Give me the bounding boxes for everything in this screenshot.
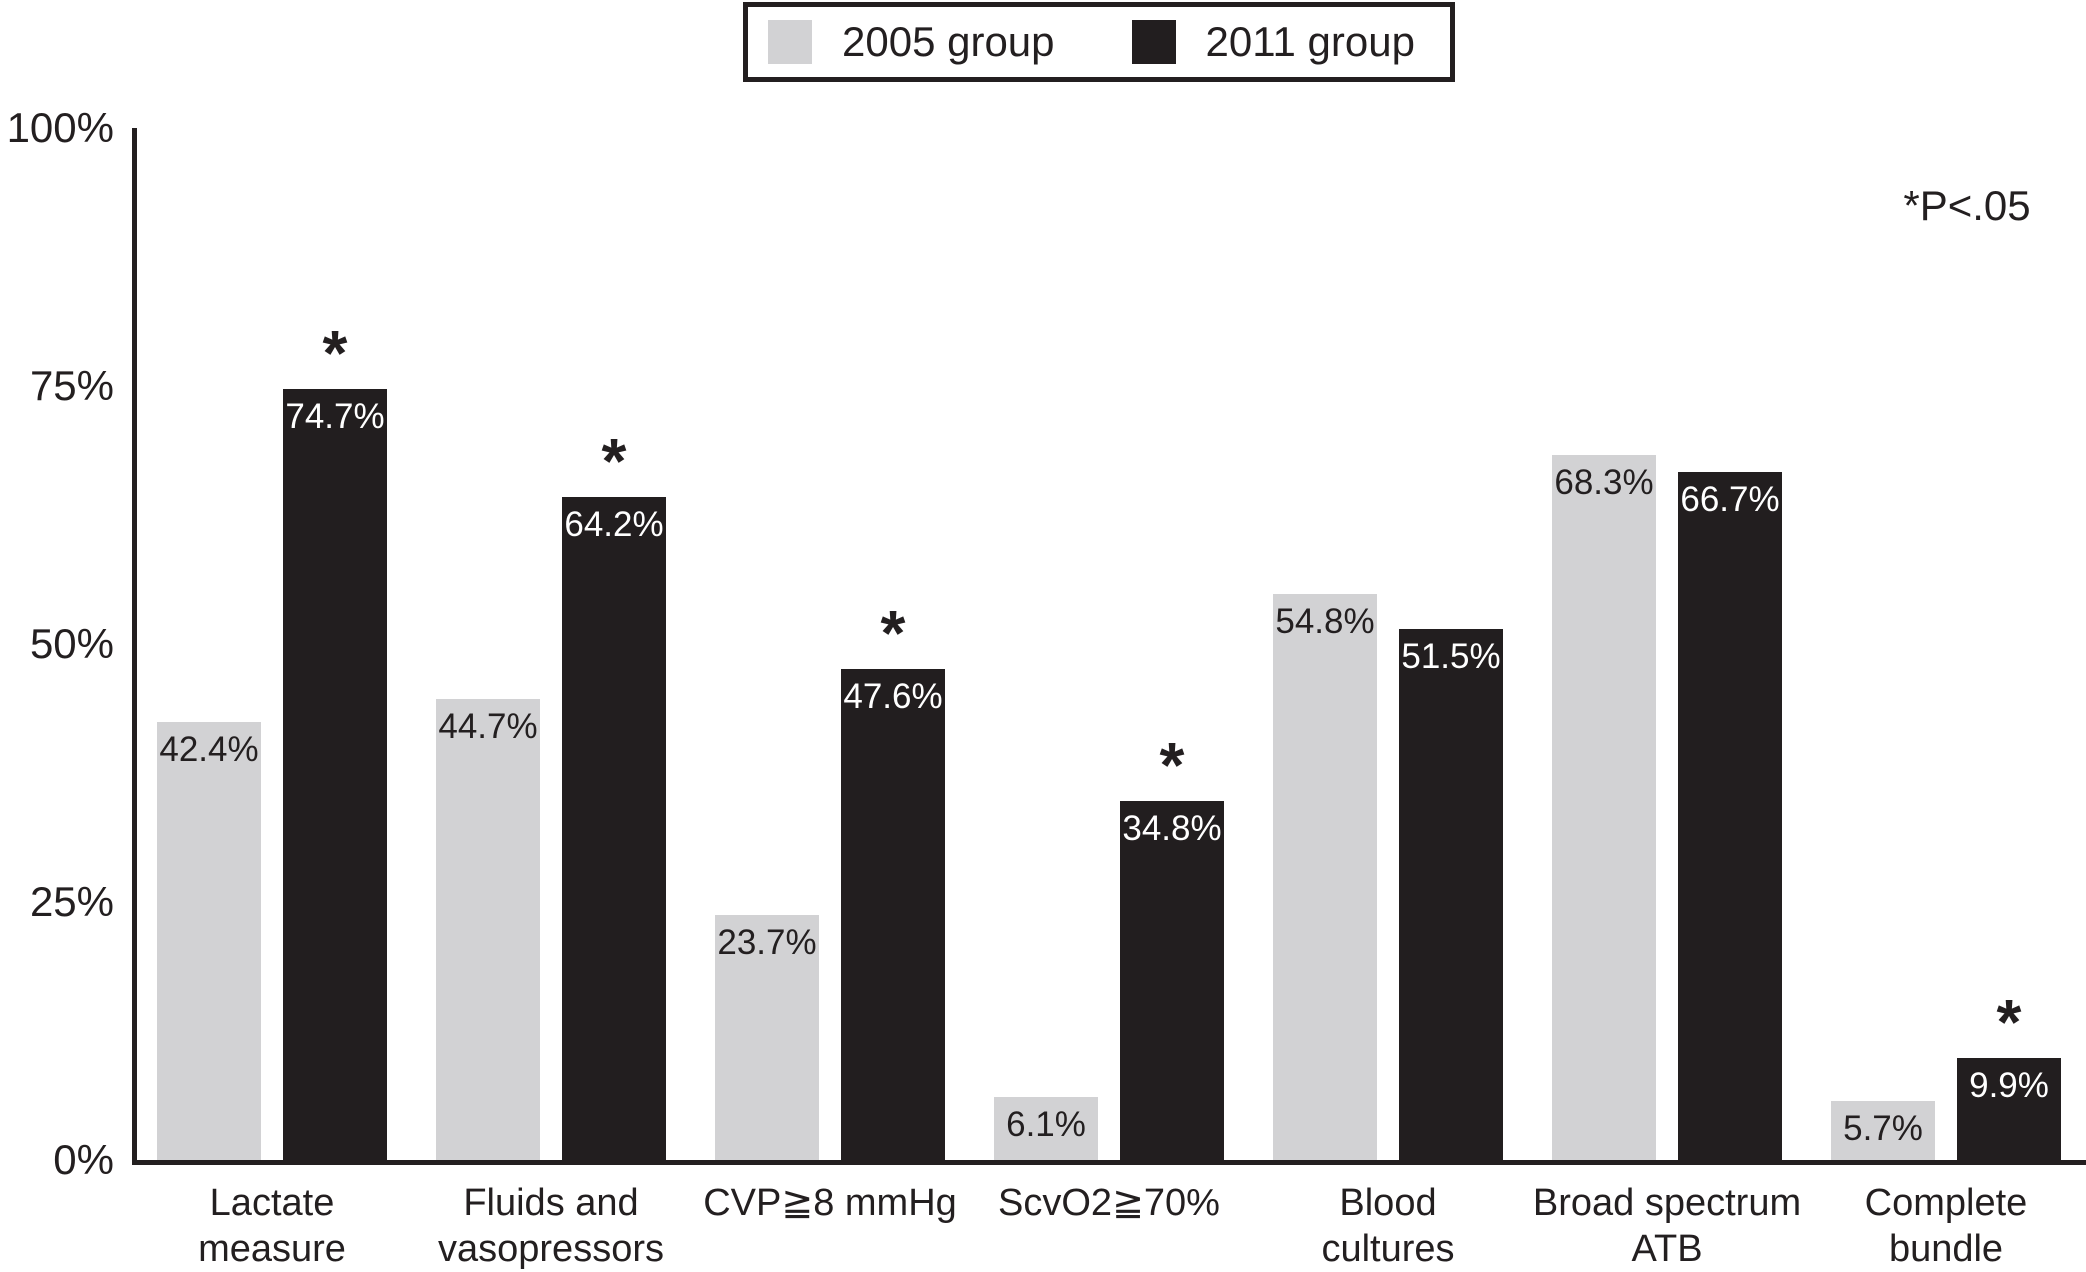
bar-2005-complete [1831, 1101, 1935, 1160]
significance-asterisk: * [601, 425, 627, 498]
bar-value-label: 51.5% [1401, 636, 1501, 676]
bar-2011-scvo2-70 [1120, 800, 1224, 1160]
significance-note: *P<.05 [1903, 182, 2031, 229]
x-axis-label-scvo2-70: ScvO2≧70% [998, 1182, 1220, 1224]
x-axis-label-cvp-8-mmhg: CVP≧8 mmHg [703, 1182, 957, 1224]
bar-value-label: 66.7% [1680, 479, 1780, 519]
y-axis-tick-label-25: 25% [29, 878, 114, 925]
y-axis-tick-label-75: 75% [29, 362, 114, 409]
significance-asterisk: * [880, 596, 906, 669]
bar-value-label: 6.1% [1006, 1105, 1086, 1145]
bar-value-label: 34.8% [1122, 808, 1222, 848]
bar-2005-scvo2-70 [994, 1097, 1098, 1160]
x-axis: Lactate measure Fluids and vasopressors CV… [137, 1180, 2086, 1270]
bar-value-label: 54.8% [1275, 602, 1375, 642]
plot-area: 42.4% 74.7% * 44.7% 64.2% * 23.7% 47.6% * 6.1% 34.… [132, 128, 2086, 1165]
legend-label-2011-group: 2011 group [1205, 18, 1415, 65]
legend-swatch-2005-group [768, 20, 812, 64]
bar-value-label: 5.7% [1843, 1109, 1923, 1149]
bar-value-label: 68.3% [1554, 463, 1654, 503]
x-axis-label-broad-spectrum: Broad spectrum ATB [1532, 1182, 1802, 1270]
bar-value-label: 23.7% [717, 923, 817, 963]
bar-2005-broad-spectrum [1552, 455, 1656, 1160]
bar-value-label: 64.2% [564, 505, 664, 545]
bar-value-label: 44.7% [438, 706, 538, 746]
bar-2011-lactate [283, 389, 387, 1160]
bar-2005-lactate [157, 722, 261, 1160]
bar-2011-fluids-and [562, 497, 666, 1160]
bar-2005-blood [1273, 594, 1377, 1160]
significance-asterisk: * [1159, 728, 1185, 801]
bar-2011-complete [1957, 1057, 2061, 1160]
bar-2011-cvp-8-mmhg [841, 668, 945, 1160]
bar-value-label: 74.7% [285, 397, 385, 437]
significance-asterisk: * [322, 317, 348, 390]
bar-value-label: 42.4% [159, 730, 259, 770]
significance-asterisk: * [1996, 985, 2022, 1058]
bar-value-label: 9.9% [1969, 1065, 2049, 1105]
bar-2005-fluids-and [436, 698, 540, 1160]
y-axis-tick-label-0: 0% [53, 1136, 114, 1183]
bar-2011-blood [1399, 628, 1503, 1160]
y-axis-tick-label-100: 100% [6, 104, 114, 151]
bar-value-label: 47.6% [843, 676, 943, 716]
x-axis-label-complete: Complete bundle [1864, 1182, 2028, 1270]
x-axis-label-blood: Blood cultures [1321, 1182, 1455, 1270]
chart-legend: 2005 group 2011 group [743, 2, 1455, 82]
legend-label-2005-group: 2005 group [842, 18, 1055, 65]
x-axis-label-fluids-and: Fluids and vasopressors [438, 1182, 664, 1270]
y-axis: 0% 25% 50% 75% 100% [0, 104, 114, 1183]
bar-2005-cvp-8-mmhg [715, 915, 819, 1160]
x-axis-label-lactate: Lactate measure [198, 1182, 346, 1270]
legend-swatch-2011-group [1131, 20, 1176, 64]
y-axis-tick-label-50: 50% [29, 620, 114, 667]
legend-item-2011-group: 2011 group [1131, 18, 1415, 65]
bar-2011-broad-spectrum [1678, 471, 1782, 1160]
legend-item-2005-group: 2005 group [768, 20, 1055, 64]
